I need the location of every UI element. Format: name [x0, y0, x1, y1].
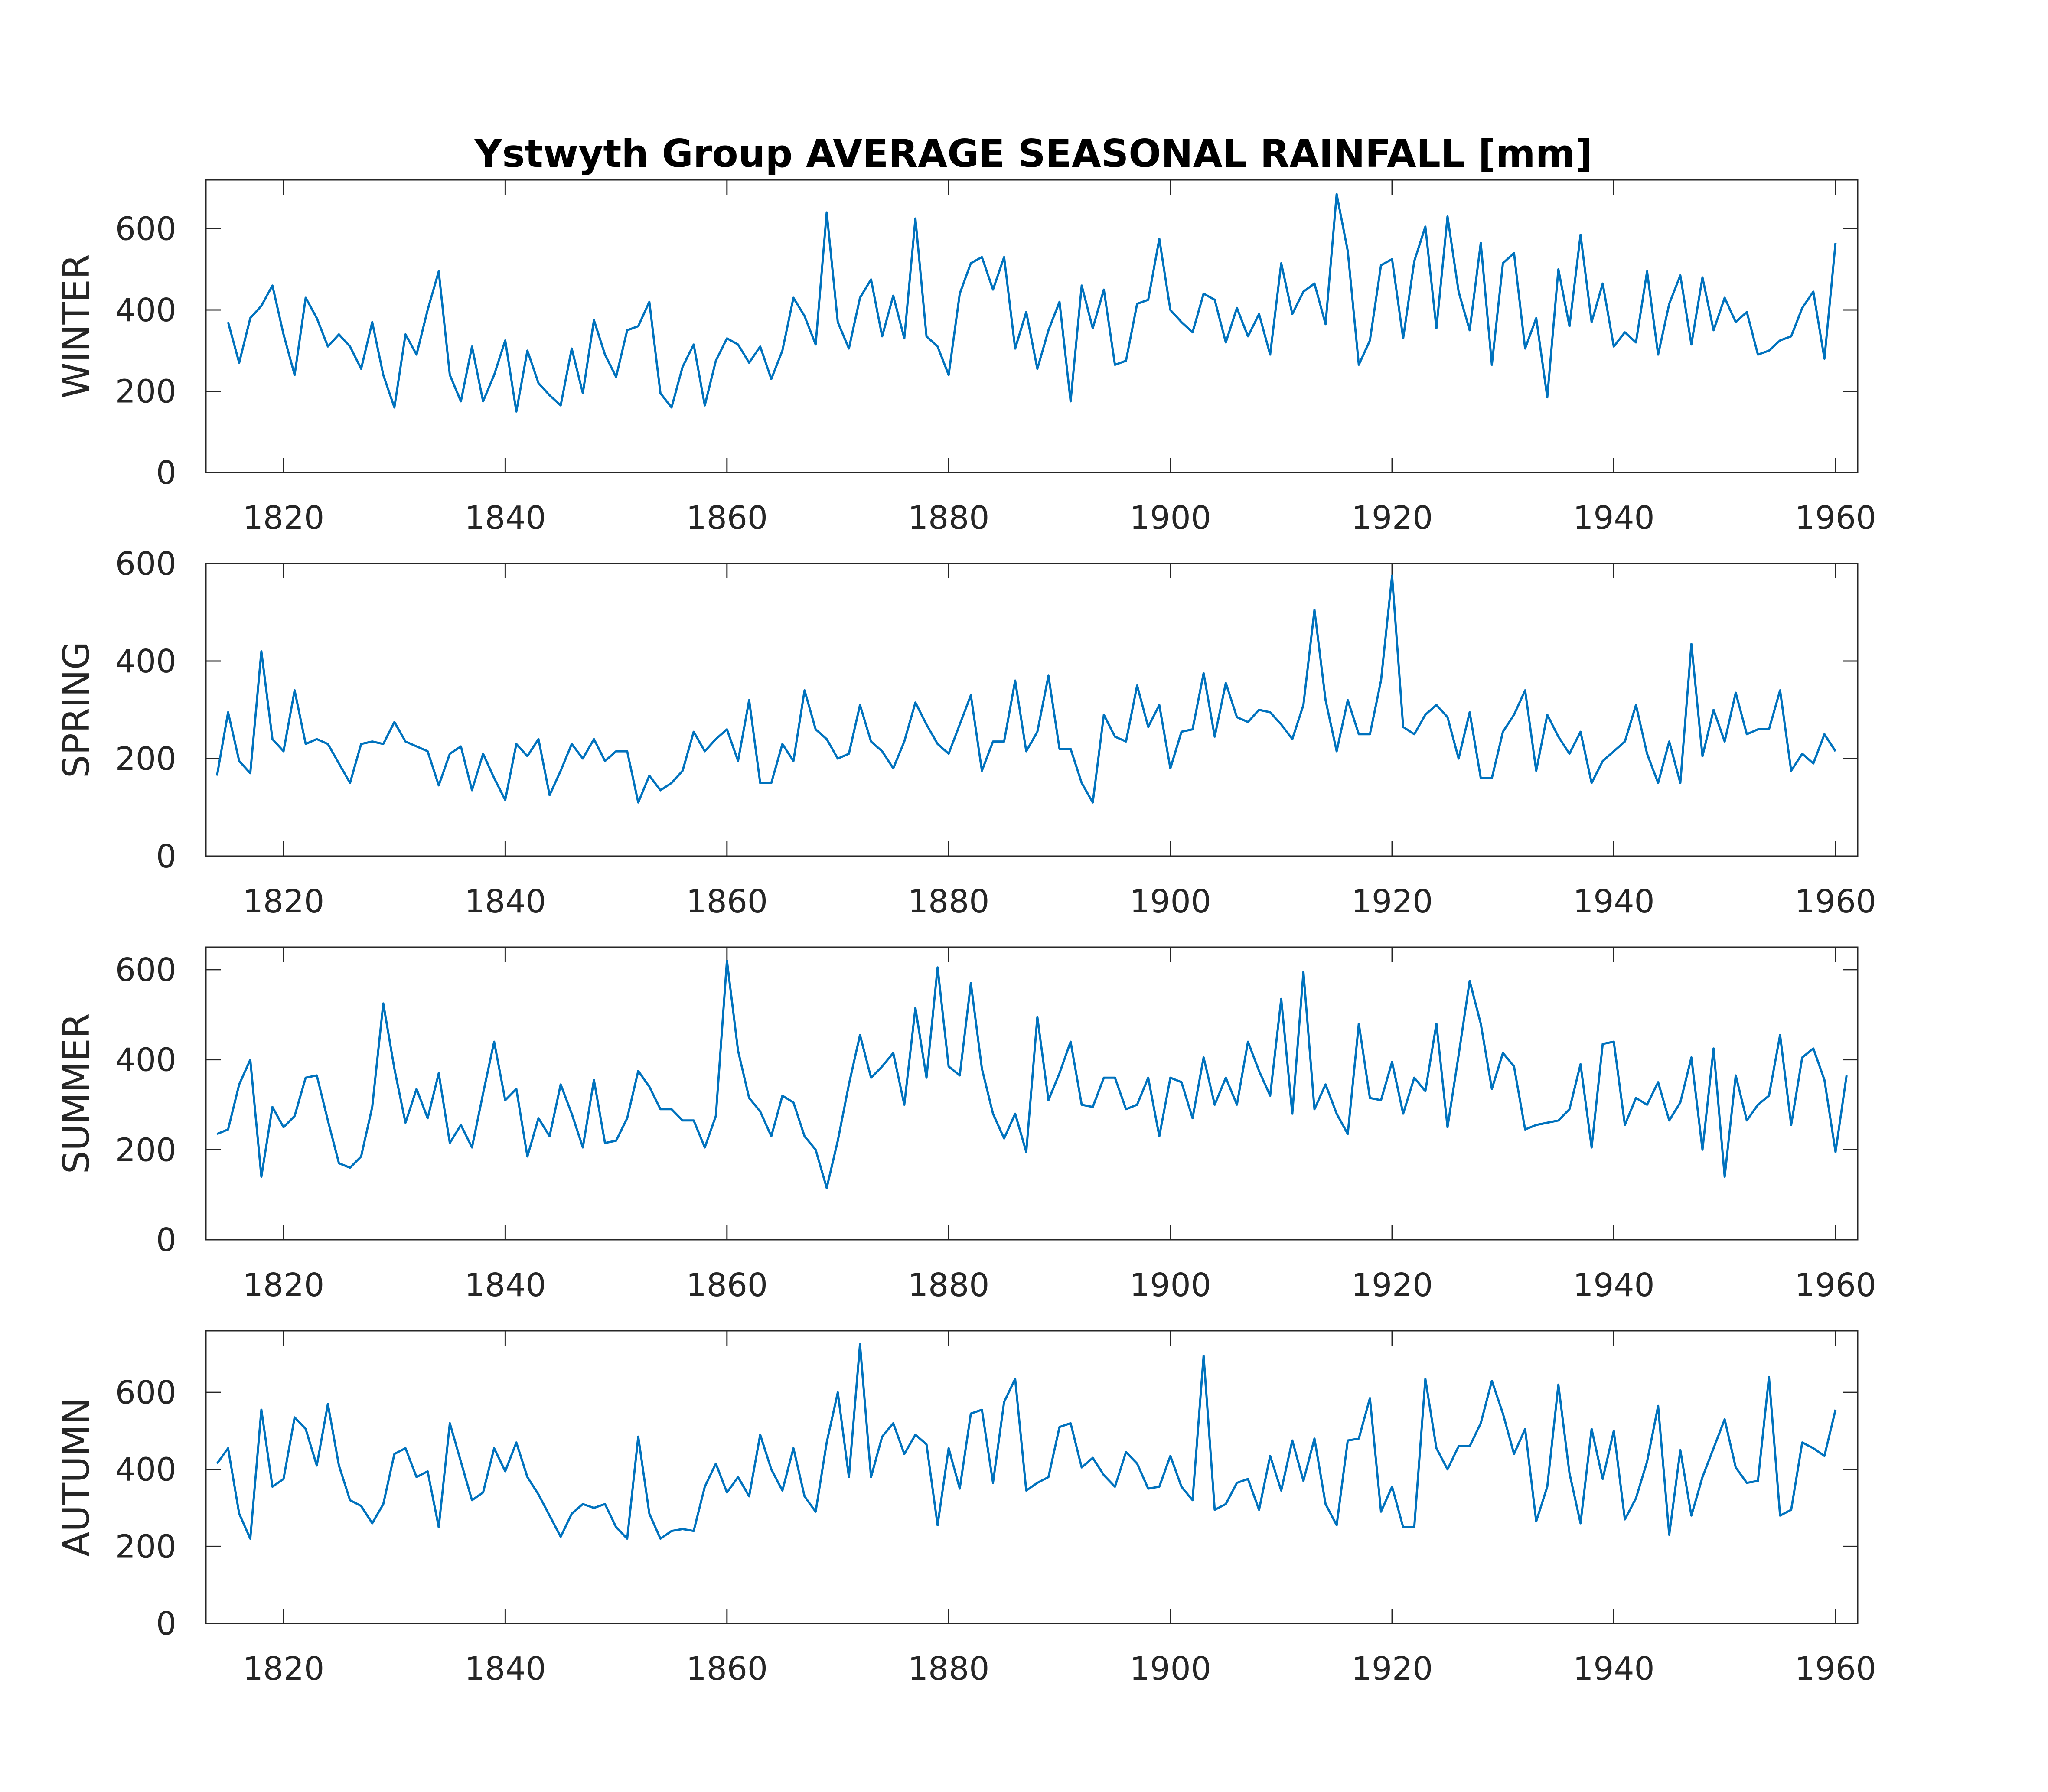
winter-xtick-label: 1900: [1129, 499, 1211, 537]
spring-xtick-label: 1840: [464, 883, 546, 920]
winter-xtick-label: 1940: [1573, 499, 1654, 537]
winter-ytick-label: 400: [115, 292, 176, 329]
autumn-rainfall-line: [216, 1343, 1837, 1540]
spring-xtick-label: 1920: [1351, 883, 1433, 920]
winter-rainfall-line: [227, 193, 1837, 413]
spring-panel: 1820 1840 1860 1880 1900 1920 1940 1960 0 200 400 6…: [55, 545, 1876, 920]
chart-title: Ystwyth Group AVERAGE SEASONAL RAINFALL …: [474, 131, 1593, 176]
winter-ytick-label: 0: [156, 454, 176, 492]
summer-xtick-label: 1960: [1795, 1267, 1876, 1304]
autumn-ytick-label: 400: [115, 1451, 176, 1489]
spring-xtick-label: 1940: [1573, 883, 1654, 920]
autumn-xtick-label: 1860: [686, 1650, 768, 1688]
summer-xtick-label: 1900: [1129, 1267, 1211, 1304]
summer-axes-frame: [205, 946, 1859, 1241]
summer-xtick-label: 1940: [1573, 1267, 1654, 1304]
autumn-xtick-label: 1940: [1573, 1650, 1654, 1688]
autumn-xtick-label: 1900: [1129, 1650, 1211, 1688]
spring-ytick-label: 0: [156, 838, 176, 875]
winter-xtick-label: 1820: [243, 499, 324, 537]
summer-ytick-label: 0: [156, 1222, 176, 1259]
spring-xtick-label: 1860: [686, 883, 768, 920]
winter-ylabel: WINTER: [55, 254, 98, 398]
winter-ytick-label: 200: [115, 373, 176, 411]
autumn-ytick-label: 600: [115, 1374, 176, 1411]
summer-ylabel: SUMMER: [55, 1013, 98, 1174]
summer-ytick-label: 400: [115, 1042, 176, 1079]
autumn-ylabel: AUTUMN: [55, 1398, 98, 1557]
winter-panel: 1820 1840 1860 1880 1900 1920 1940 1960 0 200 400 6…: [55, 179, 1876, 537]
summer-ytick-label: 200: [115, 1131, 176, 1169]
summer-xtick-label: 1840: [464, 1267, 546, 1304]
summer-xtick-label: 1820: [243, 1267, 324, 1304]
spring-xtick-label: 1820: [243, 883, 324, 920]
autumn-ytick-label: 0: [156, 1605, 176, 1642]
summer-panel: 1820 1840 1860 1880 1900 1920 1940 1960 0 200 400 6…: [55, 946, 1876, 1304]
autumn-xtick-label: 1960: [1795, 1650, 1876, 1688]
autumn-xtick-label: 1880: [908, 1650, 989, 1688]
autumn-xtick-label: 1920: [1351, 1650, 1433, 1688]
autumn-xtick-label: 1820: [243, 1650, 324, 1688]
winter-xtick-label: 1960: [1795, 499, 1876, 537]
spring-xtick-label: 1900: [1129, 883, 1211, 920]
spring-ylabel: SPRING: [55, 642, 98, 778]
spring-axes-frame: [205, 563, 1859, 857]
summer-xtick-label: 1860: [686, 1267, 768, 1304]
autumn-ytick-label: 200: [115, 1528, 176, 1565]
spring-ytick-label: 400: [115, 643, 176, 680]
winter-axes-frame: [205, 179, 1859, 473]
winter-xtick-label: 1840: [464, 499, 546, 537]
autumn-panel: 1820 1840 1860 1880 1900 1920 1940 1960 0 200 400 6…: [55, 1330, 1876, 1688]
summer-ytick-label: 600: [115, 951, 176, 989]
spring-ytick-label: 600: [115, 545, 176, 583]
winter-xtick-label: 1880: [908, 499, 989, 537]
autumn-axes-frame: [205, 1330, 1859, 1624]
summer-xtick-label: 1880: [908, 1267, 989, 1304]
winter-ytick-label: 600: [115, 211, 176, 248]
summer-xtick-label: 1920: [1351, 1267, 1433, 1304]
subplot-panels: 1820 1840 1860 1880 1900 1920 1940 1960 0 200 400 6…: [55, 179, 1876, 1688]
autumn-xtick-label: 1840: [464, 1650, 546, 1688]
summer-rainfall-line: [216, 959, 1848, 1189]
spring-xtick-label: 1880: [908, 883, 989, 920]
spring-ytick-label: 200: [115, 740, 176, 778]
spring-xtick-label: 1960: [1795, 883, 1876, 920]
winter-xtick-label: 1860: [686, 499, 768, 537]
winter-xtick-label: 1920: [1351, 499, 1433, 537]
spring-rainfall-line: [216, 574, 1836, 804]
